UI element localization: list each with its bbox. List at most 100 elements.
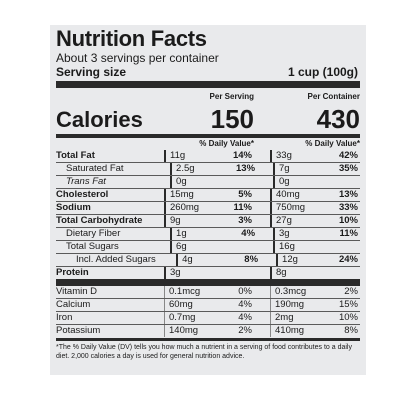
vitamin-row: Calcium 60mg 4% 190mg 15% xyxy=(56,298,360,311)
container-daily-value: 2% xyxy=(344,286,358,297)
container-daily-value: 35% xyxy=(338,163,358,174)
nutrient-name: Cholesterol xyxy=(56,189,109,200)
serving-amount: 1g xyxy=(176,228,187,239)
per-container-cell: 27g 10% xyxy=(270,215,360,227)
per-serving-cell: 0.1mcg 0% xyxy=(164,286,254,298)
container-amount: 12g xyxy=(282,254,298,265)
nutrient-row: Protein 3g 8g xyxy=(56,266,360,279)
nutrient-row: Dietary Fiber 1g 4% 3g 11% xyxy=(56,227,360,240)
per-container-cell: 16g xyxy=(273,241,360,253)
serving-daily-value: 3% xyxy=(238,215,252,226)
per-serving-cell: 60mg 4% xyxy=(164,299,254,311)
servings-per-container: About 3 servings per container xyxy=(56,51,219,65)
per-container-cell: 750mg 33% xyxy=(270,202,360,214)
container-amount: 16g xyxy=(279,241,295,252)
thick-divider xyxy=(56,81,360,88)
container-amount: 2mg xyxy=(275,312,294,323)
per-serving-cell: 0g xyxy=(170,176,257,188)
per-container-cell: 0.3mcg 2% xyxy=(270,286,360,298)
container-amount: 40mg xyxy=(276,189,300,200)
container-daily-value: 8% xyxy=(344,325,358,336)
container-amount: 0g xyxy=(279,176,290,187)
nutrient-row: Cholesterol 15mg 5% 40mg 13% xyxy=(56,188,360,201)
nutrient-row: Saturated Fat 2.5g 13% 7g 35% xyxy=(56,162,360,175)
per-container-cell: 12g 24% xyxy=(276,254,360,266)
nutrient-name: Total Carbohydrate xyxy=(56,215,143,226)
nutrient-row: Sodium 260mg 11% 750mg 33% xyxy=(56,201,360,214)
per-container-cell: 190mg 15% xyxy=(270,299,360,311)
per-serving-cell: 140mg 2% xyxy=(164,325,254,337)
nutrient-row: Total Carbohydrate 9g 3% 27g 10% xyxy=(56,214,360,227)
per-serving-cell: 4g 8% xyxy=(176,254,260,266)
per-serving-cell: 3g xyxy=(164,267,254,279)
per-container-cell: 0g xyxy=(273,176,360,188)
container-amount: 0.3mcg xyxy=(275,286,307,297)
nutrient-table: Total Fat 11g 14% 33g 42% Saturated Fat 2.5g 13… xyxy=(56,150,360,279)
container-amount: 410mg xyxy=(275,325,305,336)
per-serving-cell: 11g 14% xyxy=(164,150,254,162)
serving-amount: 0.7mg xyxy=(169,312,196,323)
per-container-cell: 7g 35% xyxy=(273,163,360,175)
nutrient-name: Dietary Fiber xyxy=(66,228,121,239)
container-daily-value: 13% xyxy=(338,189,358,200)
container-amount: 750mg xyxy=(276,202,306,213)
serving-daily-value: 14% xyxy=(232,150,252,161)
serving-amount: 140mg xyxy=(169,325,199,336)
serving-daily-value: 4% xyxy=(238,299,252,310)
nutrient-name: Protein xyxy=(56,267,89,278)
serving-daily-value: 4% xyxy=(238,312,252,323)
container-amount: 190mg xyxy=(275,299,305,310)
nutrient-name: Sodium xyxy=(56,202,91,213)
nutrient-name: Saturated Fat xyxy=(66,163,124,174)
calories-per-container: 430 xyxy=(316,104,360,134)
nutrient-name: Vitamin D xyxy=(56,286,98,297)
nutrient-name: Total Sugars xyxy=(66,241,119,252)
container-amount: 7g xyxy=(279,163,290,174)
serving-amount: 11g xyxy=(170,150,186,161)
nutrient-name: Iron xyxy=(56,312,73,323)
calories-label: Calories xyxy=(56,107,143,132)
container-daily-value: 10% xyxy=(338,312,358,323)
serving-amount: 4g xyxy=(182,254,193,265)
container-amount: 8g xyxy=(276,267,287,278)
per-serving-cell: 9g 3% xyxy=(164,215,254,227)
per-serving-cell: 6g xyxy=(170,241,257,253)
per-serving-cell: 260mg 11% xyxy=(164,202,254,214)
per-serving-cell: 15mg 5% xyxy=(164,189,254,201)
serving-daily-value: 8% xyxy=(244,254,259,265)
daily-value-header-container: % Daily Value* xyxy=(305,139,360,148)
per-serving-cell: 0.7mg 4% xyxy=(164,312,254,324)
serving-size-value: 1 cup (100g) xyxy=(287,65,358,79)
serving-amount: 0g xyxy=(176,176,187,187)
serving-amount: 15mg xyxy=(170,189,194,200)
vitamin-row: Iron 0.7mg 4% 2mg 10% xyxy=(56,311,360,324)
nutrient-name: Calcium xyxy=(56,299,91,310)
serving-size-row: Serving size 1 cup (100g) xyxy=(56,65,360,79)
nutrient-row: Total Fat 11g 14% 33g 42% xyxy=(56,150,360,162)
calories-row: Calories 150 430 xyxy=(56,105,360,133)
serving-daily-value: 0% xyxy=(238,286,252,297)
vitamin-table: Vitamin D 0.1mcg 0% 0.3mcg 2% Calcium 60mg 4% 19… xyxy=(56,286,360,337)
nutrient-row: Incl. Added Sugars 4g 8% 12g 24% xyxy=(56,253,360,266)
serving-amount: 0.1mcg xyxy=(169,286,201,297)
container-amount: 27g xyxy=(276,215,292,226)
nutrient-row: Total Sugars 6g 16g xyxy=(56,240,360,253)
container-daily-value: 42% xyxy=(338,150,358,161)
per-container-header: Per Container xyxy=(307,92,360,101)
nutrition-facts-label: Nutrition Facts About 3 servings per con… xyxy=(50,25,366,375)
serving-amount: 6g xyxy=(176,241,187,252)
serving-amount: 3g xyxy=(170,267,181,278)
column-header-row: Per Serving Per Container xyxy=(56,91,360,105)
nutrient-name: Trans Fat xyxy=(66,176,106,187)
nutrient-row: Trans Fat 0g 0g xyxy=(56,175,360,188)
per-container-cell: 33g 42% xyxy=(270,150,360,162)
container-daily-value: 10% xyxy=(338,215,358,226)
serving-amount: 260mg xyxy=(170,202,200,213)
serving-daily-value: 2% xyxy=(238,325,252,336)
calories-per-serving: 150 xyxy=(210,104,254,134)
per-serving-cell: 2.5g 13% xyxy=(170,163,257,175)
per-container-cell: 2mg 10% xyxy=(270,312,360,324)
container-daily-value: 11% xyxy=(339,228,359,239)
container-daily-value: 33% xyxy=(338,202,358,213)
serving-daily-value: 13% xyxy=(236,163,256,174)
